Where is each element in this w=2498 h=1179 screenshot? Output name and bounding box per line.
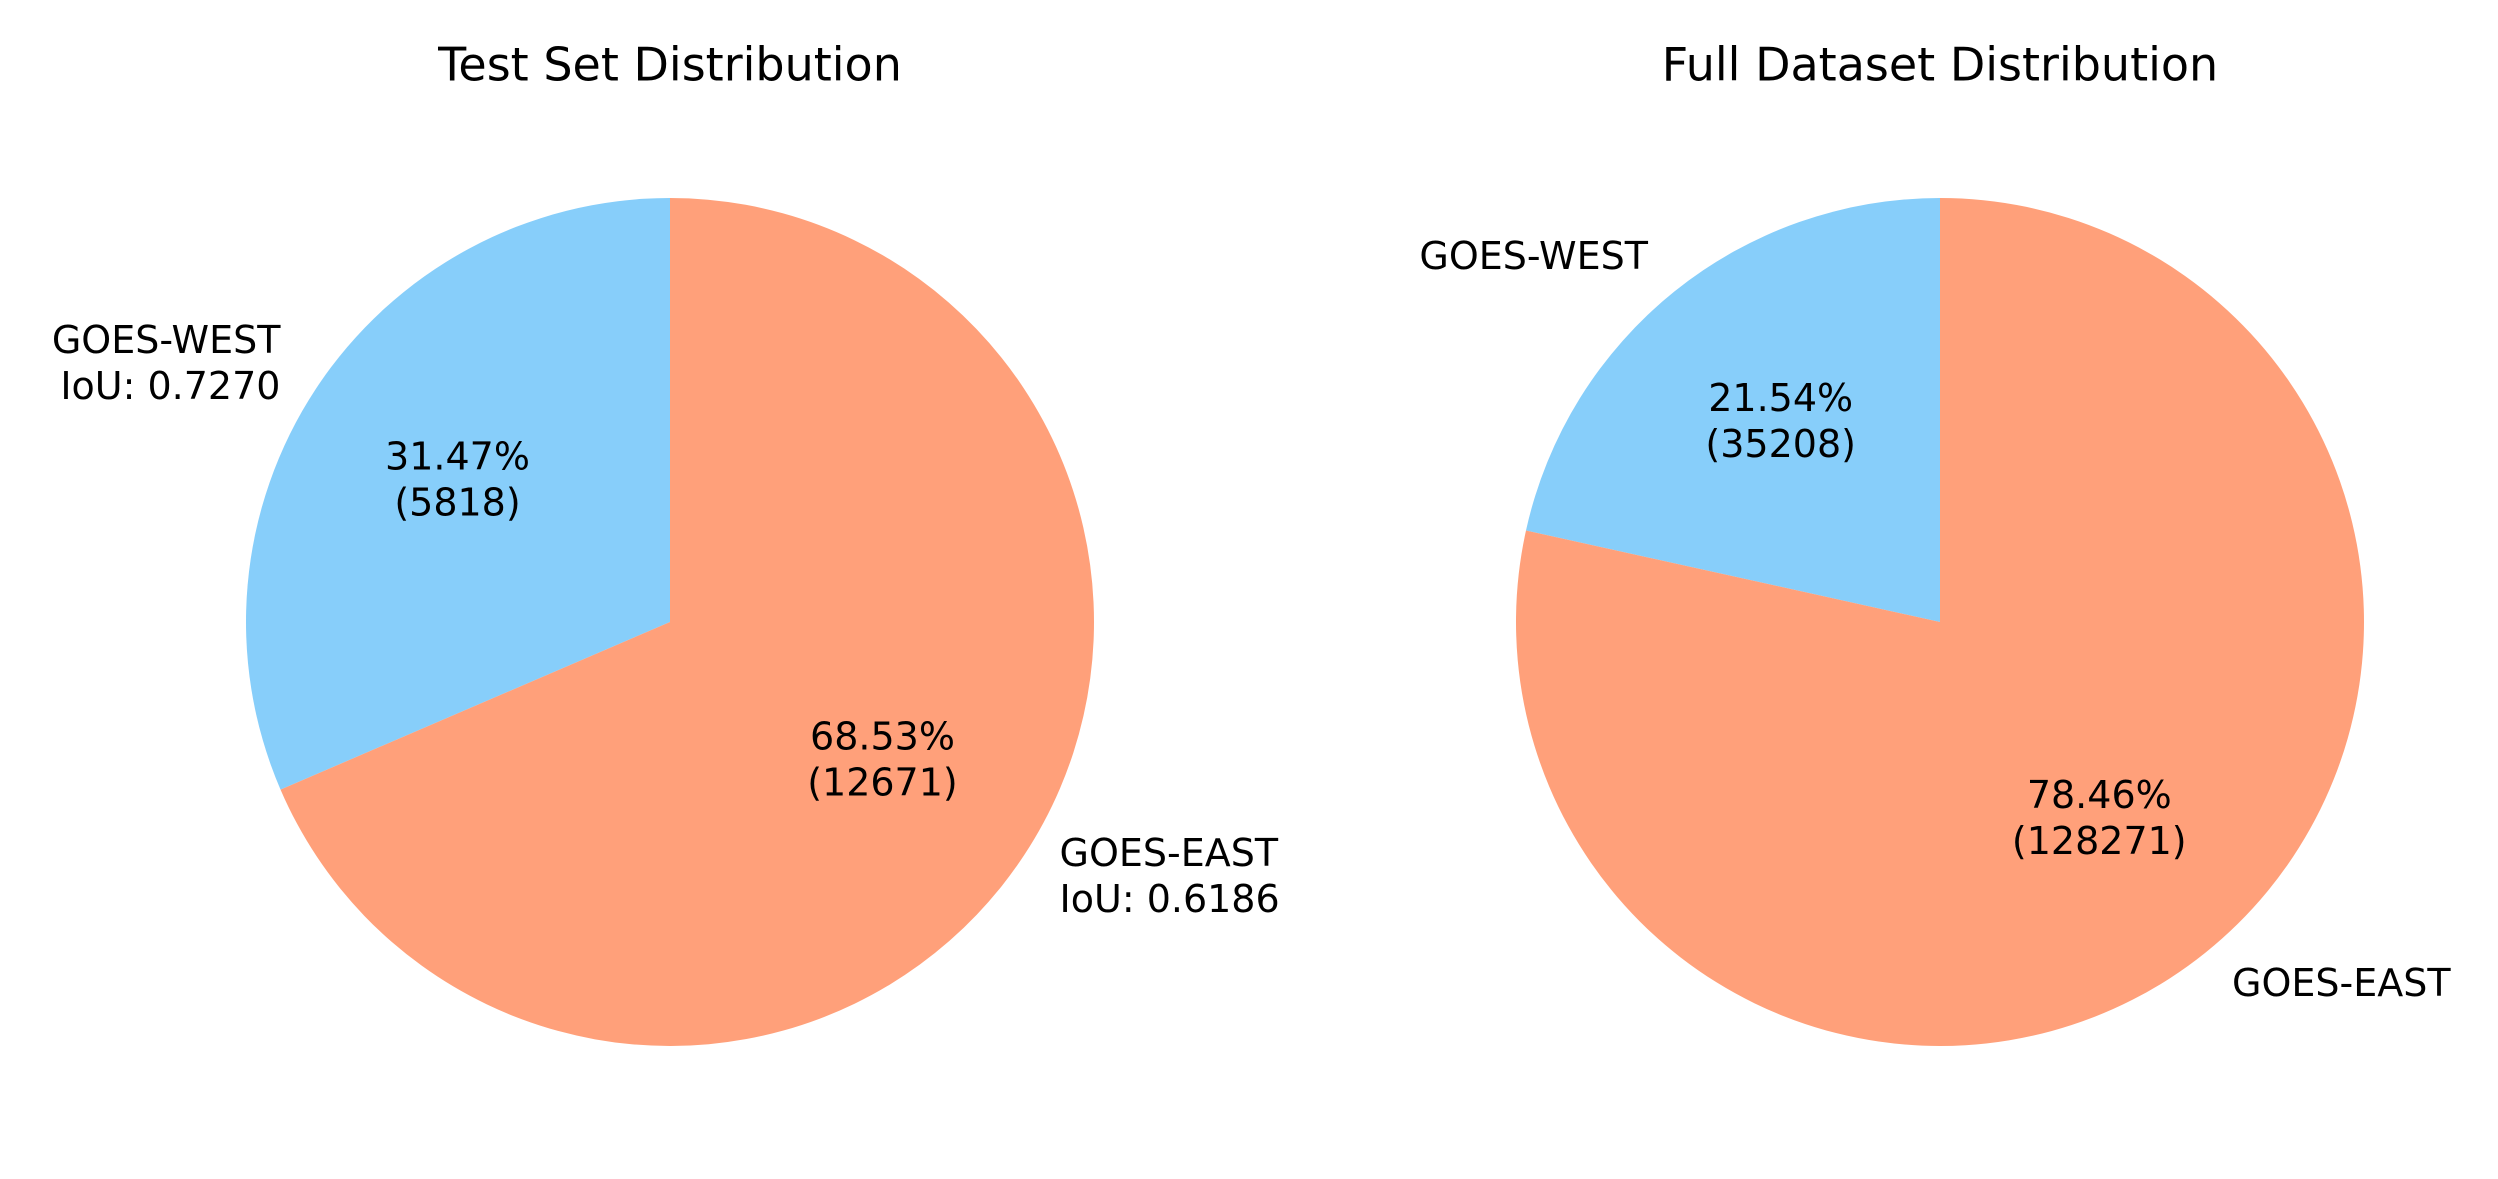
slice-percent-label: 21.54% (35208) xyxy=(1705,376,1856,466)
slice-category-label: GOES-EAST IoU: 0.6186 xyxy=(1060,831,1280,921)
pie-slice-goes-east xyxy=(1516,198,2365,1046)
slice-percent-label-line: (5818) xyxy=(394,481,520,525)
slice-percent-label: 31.47% (5818) xyxy=(385,435,530,525)
slice-percent-label-line: (35208) xyxy=(1705,422,1856,466)
slice-percent-label-line: 21.54% xyxy=(1708,376,1853,420)
pie-chart-1: Test Set Distribution 31.47% (5818) GOES-WE… xyxy=(52,38,1280,1046)
slice-percent-label-line: (128271) xyxy=(2012,819,2187,863)
slice-percent-label-line: 31.47% xyxy=(385,435,530,479)
pie-chart-2: Full Dataset Distribution 21.54% (35208) GO… xyxy=(1419,38,2451,1046)
pie-slice-goes-east xyxy=(280,198,1095,1046)
slice-percent-label: 78.46% (128271) xyxy=(2012,773,2187,863)
slice-category-label: GOES-WEST xyxy=(1419,234,1648,278)
pie-slice-goes-west xyxy=(1525,198,1940,622)
pie-slice-goes-west xyxy=(245,198,670,790)
slice-category-label-line: GOES-EAST xyxy=(2232,961,2451,1005)
slice-percent-label: 68.53% (12671) xyxy=(807,714,958,804)
slice-percent-label-line: 68.53% xyxy=(810,714,955,758)
slice-category-label-line: IoU: 0.6186 xyxy=(1060,877,1280,921)
slice-category-label-line: GOES-EAST xyxy=(1060,831,1279,875)
slice-percent-label-line: 78.46% xyxy=(2027,773,2172,817)
slice-category-label-line: IoU: 0.7270 xyxy=(60,364,280,408)
slice-category-label-line: GOES-WEST xyxy=(1419,234,1648,278)
slice-category-label: GOES-EAST xyxy=(2232,961,2451,1005)
slice-percent-label-line: (12671) xyxy=(807,760,958,804)
chart-title: Test Set Distribution xyxy=(437,38,902,92)
chart-title: Full Dataset Distribution xyxy=(1662,38,2218,92)
slice-category-label-line: GOES-WEST xyxy=(52,318,281,362)
slice-category-label: GOES-WEST IoU: 0.7270 xyxy=(52,318,281,408)
